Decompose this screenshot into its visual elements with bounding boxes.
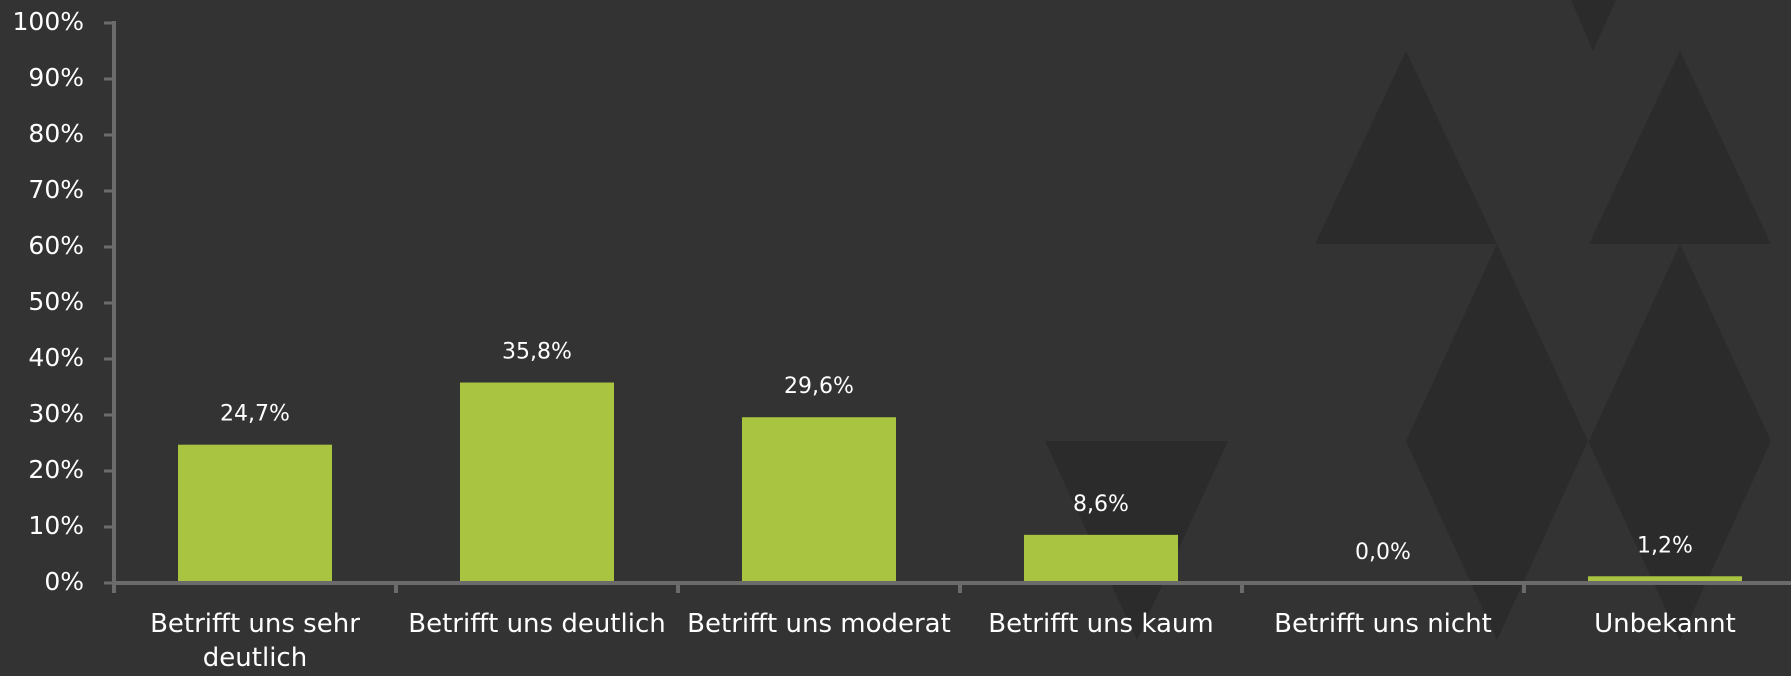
y-tick-label: 100% (13, 7, 84, 36)
data-label: 0,0% (1355, 540, 1411, 565)
bar (1588, 576, 1742, 583)
bar (1024, 534, 1178, 583)
y-tick-label: 70% (28, 175, 84, 204)
y-tick-label: 10% (28, 511, 84, 540)
x-tick-label: Betrifft uns moderat (687, 609, 951, 639)
y-tick-label: 90% (28, 63, 84, 92)
y-tick-label: 80% (28, 119, 84, 148)
x-tick-label: Betrifft uns sehr deutlich (150, 609, 360, 673)
y-tick-label: 0% (44, 567, 84, 596)
bar (178, 444, 332, 583)
data-label: 35,8% (502, 340, 572, 365)
y-tick-label: 50% (28, 287, 84, 316)
data-label: 1,2% (1637, 533, 1693, 558)
y-tick-label: 20% (28, 455, 84, 484)
x-tick-label: Unbekannt (1594, 609, 1736, 639)
y-tick-label: 40% (28, 343, 84, 372)
bar (742, 417, 896, 583)
data-label: 29,6% (784, 374, 854, 399)
data-label: 24,7% (220, 402, 290, 427)
y-tick-label: 30% (28, 399, 84, 428)
bar (460, 382, 614, 583)
data-label: 8,6% (1073, 492, 1129, 517)
x-tick-label: Betrifft uns kaum (988, 609, 1214, 639)
x-tick-label: Betrifft uns nicht (1274, 609, 1492, 639)
x-tick-label: Betrifft uns deutlich (408, 609, 666, 639)
y-tick-label: 60% (28, 231, 84, 260)
